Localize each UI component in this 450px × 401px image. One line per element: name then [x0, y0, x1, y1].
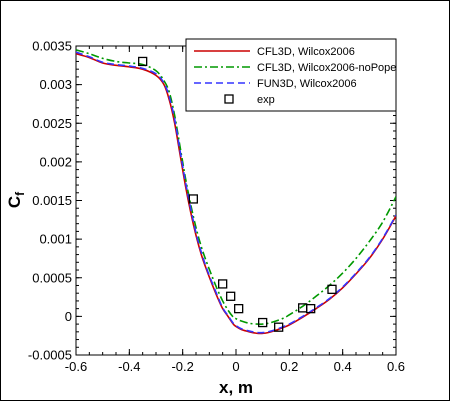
x-tick-label: -0.2	[171, 359, 193, 374]
y-tick-label: 0.0015	[32, 193, 72, 208]
legend: CFL3D, Wilcox2006 CFL3D, Wilcox2006-noPop…	[185, 38, 397, 112]
x-tick-label: 0	[232, 359, 239, 374]
x-axis-label: x, m	[219, 378, 253, 397]
x-tick-label: 0.6	[387, 359, 405, 374]
exp-data-point	[306, 303, 316, 314]
svg-text:Cf: Cf	[5, 191, 27, 208]
y-tick-label: 0.001	[39, 232, 72, 247]
y-axis-label-sub: f	[13, 191, 27, 196]
legend-marker-exp	[224, 94, 234, 104]
legend-label-cfl3d-wilcox2006-nopope: CFL3D, Wilcox2006-noPope	[257, 62, 396, 74]
legend-label-exp: exp	[257, 94, 275, 106]
y-tick-label: 0	[65, 309, 72, 324]
exp-data-point	[226, 291, 236, 301]
y-tick-label: -0.0005	[28, 348, 72, 363]
x-tick-label: -0.4	[118, 359, 140, 374]
y-tick-label: 0.002	[39, 154, 72, 169]
exp-data-point	[258, 317, 268, 328]
legend-label-fun3d-wilcox2006: FUN3D, Wilcox2006	[257, 78, 357, 90]
y-tick-label: 0.0005	[32, 270, 72, 285]
exp-data-point	[188, 194, 198, 204]
x-tick-label: 0.2	[280, 359, 298, 374]
legend-label-cfl3d-wilcox2006: CFL3D, Wilcox2006	[257, 46, 355, 58]
y-tick-label: 0.0025	[32, 116, 72, 131]
y-tick-label: 0.0035	[32, 39, 72, 54]
exp-data-point	[327, 284, 337, 294]
series-line-fun3d-wilcox2006	[76, 51, 396, 334]
exp-data-point	[274, 322, 284, 332]
exp-data-point	[234, 303, 244, 314]
x-tick-label: -0.6	[65, 359, 87, 374]
y-axis-label: Cf	[5, 191, 27, 208]
exp-data-point	[138, 56, 148, 67]
series-line-cfl3d-wilcox2006-nopope	[76, 49, 396, 325]
x-tick-label: 0.4	[334, 359, 352, 374]
exp-data-point	[218, 279, 228, 289]
y-axis-label-main: C	[5, 196, 24, 208]
y-tick-label: 0.003	[39, 77, 72, 92]
